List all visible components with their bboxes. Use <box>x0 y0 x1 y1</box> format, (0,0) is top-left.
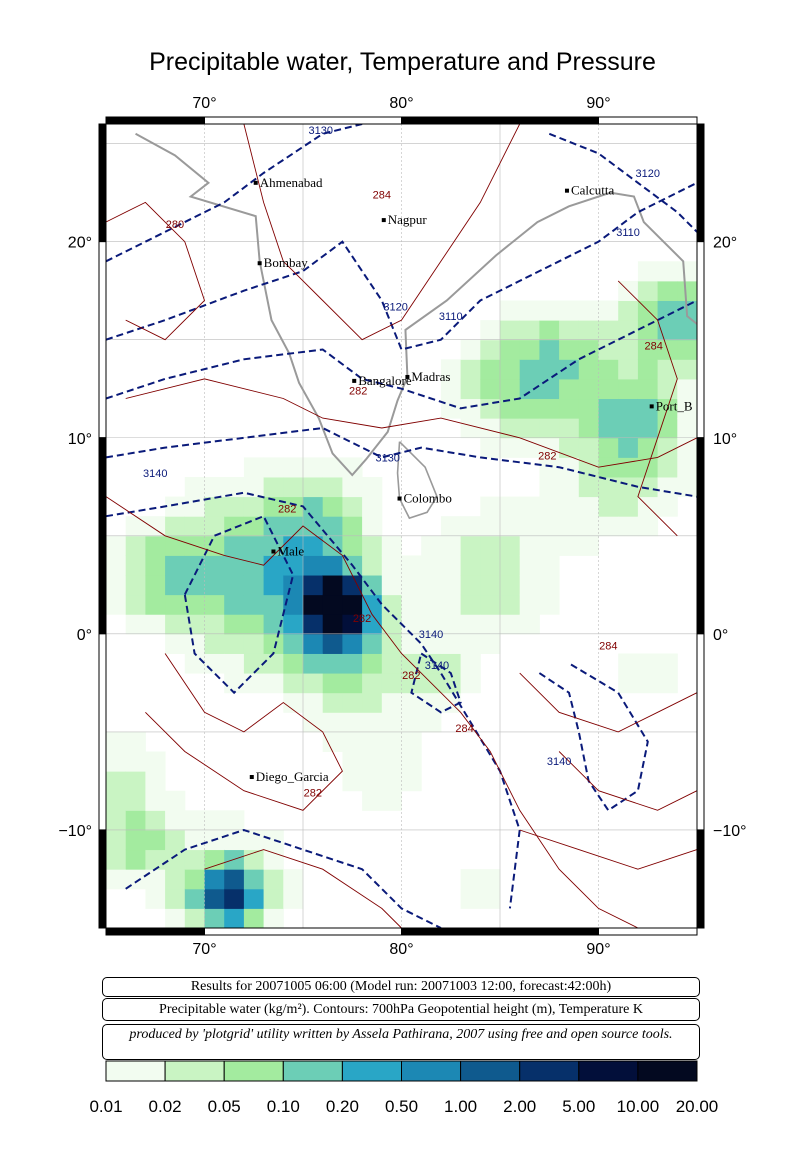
legend-labels: 0.01 0.02 0.05 0.10 0.20 0.50 1.00 2.00 5.00 10.0… <box>89 1097 718 1116</box>
city-marker <box>397 496 402 501</box>
legend-swatch <box>519 1060 580 1082</box>
top-lon-tick-label: 70° <box>192 95 216 112</box>
contour-lines <box>105 123 698 929</box>
map-frame <box>98 116 705 936</box>
height-contour-label: 3140 <box>419 629 443 641</box>
height-contour-label: 3130 <box>375 452 399 464</box>
legend-label: 10.00 <box>617 1097 660 1116</box>
top-lon-tick-label: 80° <box>389 95 413 112</box>
height-contour-label: 3140 <box>547 756 571 768</box>
legend-swatches <box>105 1060 698 1082</box>
right-lat-tick-label: 0° <box>713 627 728 644</box>
height-contour-label: 3120 <box>636 168 660 180</box>
left-lat-tick-label: −10° <box>58 823 92 840</box>
city-marker <box>352 378 357 383</box>
city-label: Colombo <box>404 491 452 506</box>
left-lat-tick-label: 20° <box>68 235 92 252</box>
city-marker <box>649 404 654 409</box>
results-info: Results for 20071005 06:00 (Model run: 2… <box>102 977 700 997</box>
temperature-contour-label: 282 <box>353 613 371 625</box>
bottom-lon-tick-label: 90° <box>586 941 610 958</box>
city-label: Nagpur <box>388 212 428 227</box>
city-marker <box>249 775 254 780</box>
legend-label: 1.00 <box>444 1097 477 1116</box>
top-lon-tick-label: 90° <box>586 95 610 112</box>
right-lat-tick-label: −10° <box>713 823 747 840</box>
legend-swatch <box>105 1060 166 1082</box>
city-label: Diego_Garcia <box>256 769 329 784</box>
legend-swatch <box>341 1060 402 1082</box>
legend-label: 0.01 <box>89 1097 122 1116</box>
legend-swatch <box>460 1060 521 1082</box>
city-marker <box>257 261 262 266</box>
credit-info: produced by 'plotgrid' utility written b… <box>102 1024 700 1060</box>
city-marker <box>253 180 258 185</box>
left-lat-tick-label: 0° <box>77 627 92 644</box>
city-label: Port_B <box>656 398 693 413</box>
city-label: Calcutta <box>571 183 615 198</box>
height-contour-label: 3110 <box>616 227 640 239</box>
city-label: Male <box>277 543 304 558</box>
temperature-contour-label: 284 <box>644 341 662 353</box>
legend-swatch <box>401 1060 462 1082</box>
temperature-contour-label: 284 <box>599 641 617 653</box>
height-contour-label: 3120 <box>383 301 407 313</box>
axis-tick-labels: 70° 70° 80° 80° 90° 90° 20° 20° 10° 10° 0° 0° −10° −1… <box>58 95 746 958</box>
right-lat-tick-label: 20° <box>713 235 737 252</box>
right-lat-tick-label: 10° <box>713 431 737 448</box>
temperature-contour-label: 282 <box>538 450 556 462</box>
temperature-contour-label: 282 <box>304 788 322 800</box>
temperature-contour-label: 284 <box>455 723 473 735</box>
legend-swatch <box>578 1060 639 1082</box>
height-contour-label: 3110 <box>439 311 463 323</box>
legend-label: 5.00 <box>562 1097 595 1116</box>
legend-label: 0.05 <box>208 1097 241 1116</box>
city-label: Bombay <box>264 255 309 270</box>
height-contour-label: 3130 <box>308 125 332 137</box>
variables-info: Precipitable water (kg/m²). Contours: 70… <box>102 998 700 1021</box>
city-marker <box>271 549 276 554</box>
height-contour-label: 3140 <box>425 660 449 672</box>
legend-label: 0.20 <box>326 1097 359 1116</box>
city-label: Ahmenabad <box>260 175 323 190</box>
legend-label: 2.00 <box>503 1097 536 1116</box>
contour-labels: 3130 3120 3110 3120 3110 3140 3130 3140 3140 3140… <box>143 125 663 800</box>
map-title: Precipitable water, Temperature and Pres… <box>149 48 656 76</box>
temperature-contour-label: 284 <box>373 190 391 202</box>
bottom-lon-tick-label: 80° <box>389 941 413 958</box>
temperature-contour-label: 282 <box>278 503 296 515</box>
temperature-contour-label: 282 <box>402 670 420 682</box>
legend-swatch <box>164 1060 225 1082</box>
city-markers: Ahmenabad Nagpur Calcutta Bombay MadrasBanga… <box>249 175 693 784</box>
city-label: Bangalore <box>358 373 412 388</box>
legend-swatch <box>282 1060 343 1082</box>
legend-label: 0.02 <box>149 1097 182 1116</box>
legend-swatch <box>223 1060 284 1082</box>
height-contour-label: 3140 <box>143 468 167 480</box>
legend-swatch <box>637 1060 698 1082</box>
city-label: Madras <box>411 369 450 384</box>
coastline <box>135 132 698 520</box>
city-marker <box>564 188 569 193</box>
legend-label: 0.50 <box>385 1097 418 1116</box>
legend-label: 20.00 <box>676 1097 719 1116</box>
legend-label: 0.10 <box>267 1097 300 1116</box>
temperature-contour-label: 280 <box>166 219 184 231</box>
city-marker <box>381 218 386 223</box>
map-panel: 3130 3120 3110 3120 3110 3140 3130 3140 3140 3140… <box>58 95 746 958</box>
temperature-contour-label: 282 <box>349 386 367 398</box>
city-marker <box>405 374 410 379</box>
left-lat-tick-label: 10° <box>68 431 92 448</box>
precipitable-water-cells <box>106 261 698 929</box>
bottom-lon-tick-label: 70° <box>192 941 216 958</box>
